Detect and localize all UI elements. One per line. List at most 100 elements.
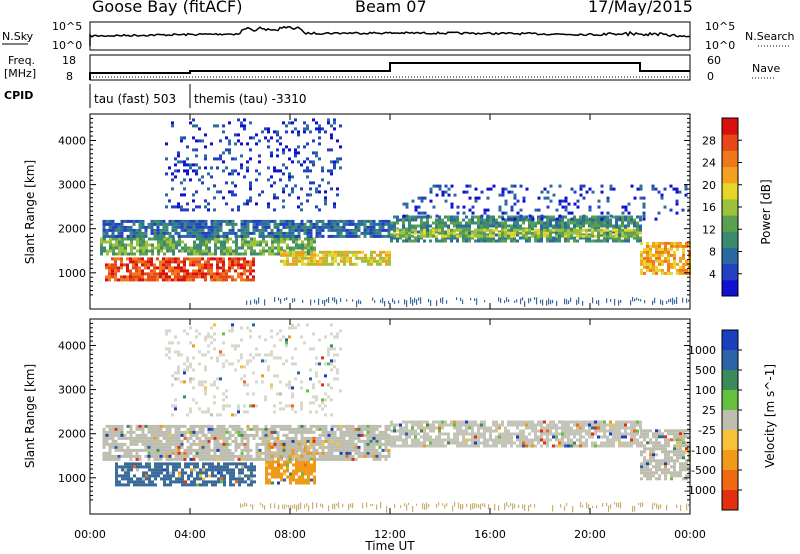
data-cell — [250, 237, 253, 241]
data-cell — [579, 236, 582, 240]
data-cell — [660, 193, 664, 197]
data-cell — [207, 231, 211, 235]
data-cell — [243, 436, 247, 440]
data-cell — [106, 252, 109, 256]
freq-label-1: Freq. — [8, 54, 35, 67]
data-cell — [255, 178, 258, 182]
data-cell — [615, 432, 618, 436]
data-cell — [276, 130, 279, 134]
data-cell — [268, 445, 271, 449]
data-cell — [141, 234, 145, 238]
data-cell — [388, 250, 391, 254]
data-cell — [216, 457, 220, 461]
data-cell — [231, 278, 234, 282]
data-cell — [156, 234, 160, 238]
data-cell — [159, 228, 163, 232]
data-cell — [159, 234, 163, 238]
data-cell — [468, 432, 471, 436]
data-cell — [640, 259, 643, 263]
data-cell — [471, 444, 474, 448]
data-cell — [667, 268, 670, 272]
data-cell — [516, 199, 520, 203]
data-cell — [477, 444, 480, 448]
data-cell — [483, 221, 486, 225]
data-cell — [651, 187, 655, 191]
data-cell — [531, 224, 534, 228]
data-cell — [573, 236, 576, 240]
data-cell — [339, 219, 343, 223]
data-cell — [189, 445, 193, 449]
data-cell — [246, 199, 249, 203]
data-cell — [459, 423, 462, 427]
data-cell — [195, 228, 199, 232]
data-cell — [540, 221, 543, 225]
data-cell — [280, 250, 283, 254]
data-cell — [198, 257, 201, 261]
data-cell — [643, 429, 646, 433]
data-cell — [334, 250, 337, 254]
data-cell — [345, 457, 349, 461]
data-cell — [118, 480, 121, 484]
data-cell — [282, 427, 286, 431]
data-cell — [135, 454, 139, 458]
data-cell — [237, 263, 240, 267]
data-cell — [186, 269, 189, 273]
data-cell — [640, 462, 643, 466]
data-cell — [291, 130, 294, 134]
data-cell — [603, 215, 606, 219]
data-cell — [636, 432, 639, 436]
data-cell — [504, 426, 507, 430]
data-cell — [324, 222, 328, 226]
data-cell — [177, 263, 180, 267]
data-cell — [225, 454, 229, 458]
data-cell — [405, 432, 408, 436]
data-cell — [294, 454, 298, 458]
data-cell — [519, 438, 522, 442]
data-cell — [144, 436, 148, 440]
data-cell — [153, 427, 157, 431]
data-cell — [321, 222, 325, 226]
data-cell — [267, 166, 270, 170]
data-cell — [639, 218, 642, 222]
data-cell — [594, 441, 597, 445]
data-cell — [181, 468, 184, 472]
data-cell — [351, 228, 355, 232]
data-cell — [426, 214, 430, 218]
data-cell — [210, 219, 214, 223]
data-cell — [205, 468, 208, 472]
scatter-mark — [294, 298, 296, 302]
data-cell — [123, 225, 127, 229]
data-cell — [223, 237, 226, 241]
data-cell — [195, 225, 199, 229]
data-cell — [304, 445, 307, 449]
data-cell — [405, 444, 408, 448]
data-cell — [126, 436, 130, 440]
data-cell — [127, 471, 130, 475]
data-cell — [307, 252, 310, 256]
data-cell — [627, 215, 630, 219]
data-cell — [363, 433, 367, 437]
data-cell — [606, 435, 609, 439]
data-cell — [220, 246, 223, 250]
data-cell — [226, 471, 229, 475]
data-cell — [333, 433, 337, 437]
data-cell — [270, 219, 274, 223]
data-cell — [309, 169, 312, 173]
data-cell — [552, 230, 555, 234]
data-cell — [154, 237, 157, 241]
data-cell — [670, 244, 673, 248]
data-cell — [151, 468, 154, 472]
data-cell — [363, 448, 367, 452]
data-cell — [546, 228, 549, 232]
data-cell — [111, 228, 115, 232]
data-cell — [640, 468, 643, 472]
data-cell — [276, 454, 280, 458]
data-cell — [153, 272, 156, 276]
data-cell — [309, 234, 313, 238]
data-cell — [567, 429, 570, 433]
data-cell — [159, 439, 163, 443]
data-cell — [447, 441, 450, 445]
data-cell — [345, 234, 349, 238]
data-cell — [276, 442, 280, 446]
data-cell — [555, 234, 558, 238]
